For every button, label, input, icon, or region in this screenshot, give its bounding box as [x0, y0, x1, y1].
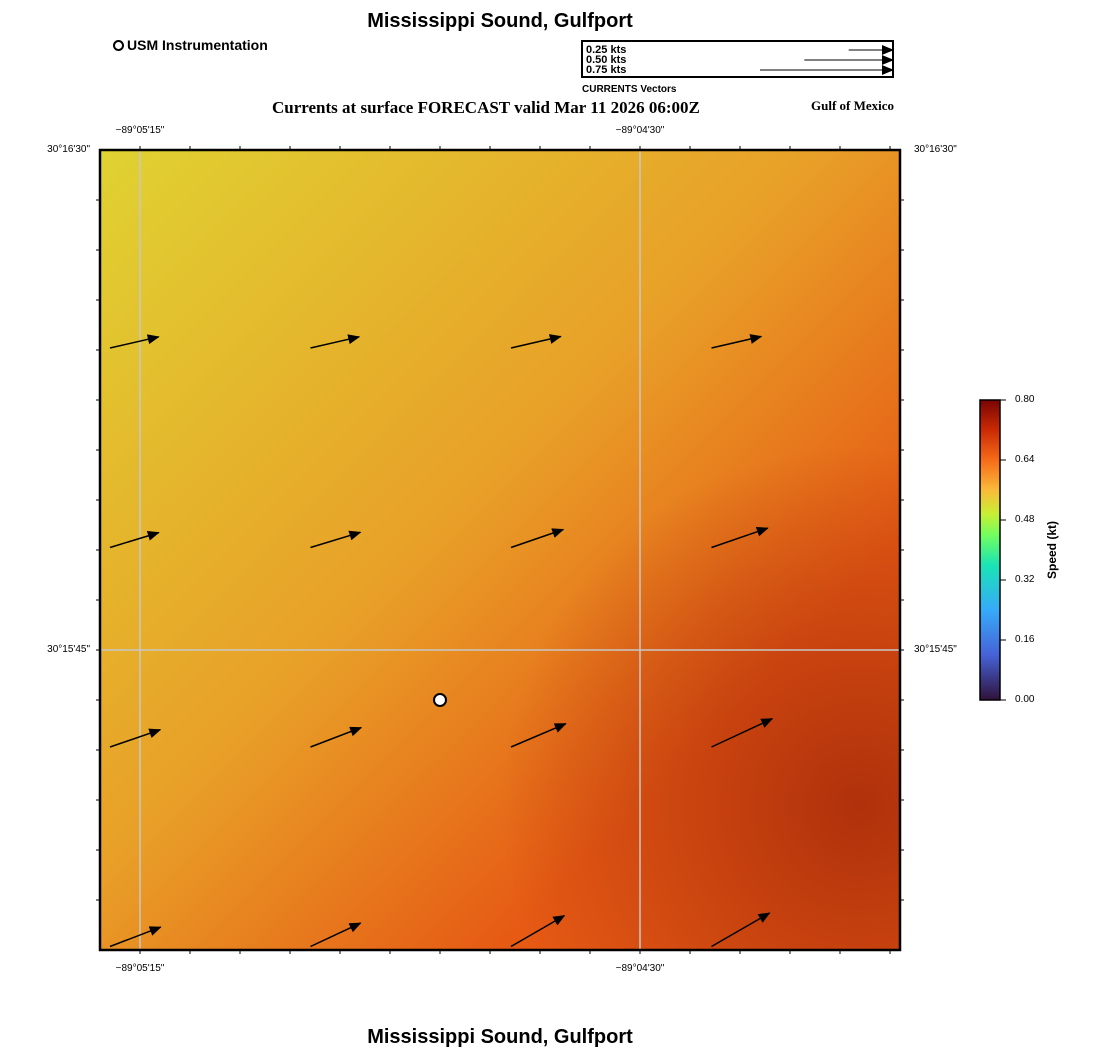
footer-title: Mississippi Sound, Gulfport — [367, 1026, 633, 1048]
lat-tick-left-2: 30°15'45" — [47, 644, 90, 655]
colorbar-tick-000: 0.00 — [1015, 694, 1035, 705]
lat-tick-left-1: 30°16'30" — [47, 144, 90, 155]
colorbar — [979, 399, 1001, 701]
current-vector-arrow — [711, 334, 763, 349]
vector-scale-label-050: 0.50 kts — [586, 54, 627, 66]
current-vector-arrow — [510, 914, 566, 948]
lon-tick-bottom-1: −89°05'15" — [115, 963, 165, 974]
current-vector-arrow — [310, 530, 362, 549]
current-vector-arrow — [510, 528, 565, 549]
colorbar-tick-032: 0.32 — [1015, 574, 1035, 585]
current-vector-arrow — [310, 726, 363, 748]
current-vector-arrow — [310, 334, 361, 349]
colorbar-tick-064: 0.64 — [1015, 454, 1035, 465]
current-vector-arrow — [711, 526, 769, 549]
lon-tick-top-1: −89°05'15" — [115, 125, 165, 136]
current-vector-arrow — [109, 531, 160, 549]
vector-scale-label-025: 0.25 kts — [586, 44, 627, 56]
forecast-subtitle: Currents at surface FORECAST valid Mar 1… — [272, 98, 700, 117]
current-vector-arrow — [711, 718, 774, 748]
speed-field-max — [100, 150, 900, 950]
vector-legend-caption: CURRENTS Vectors — [582, 84, 677, 95]
vector-scale-label-075: 0.75 kts — [586, 64, 627, 76]
current-vector-arrow — [711, 912, 771, 948]
region-label: Gulf of Mexico — [811, 98, 895, 113]
station-legend: USM Instrumentation — [113, 37, 268, 53]
colorbar-tick-080: 0.80 — [1015, 394, 1035, 405]
vector-scale-legend: 0.25 kts 0.50 kts 0.75 kts — [581, 40, 894, 78]
station-marker-icon — [113, 39, 124, 51]
usm-station-marker — [433, 693, 447, 707]
colorbar-tick-016: 0.16 — [1015, 634, 1035, 645]
current-vector-arrow — [510, 723, 567, 748]
colorbar-tick-048: 0.48 — [1015, 514, 1035, 525]
station-legend-label: USM Instrumentation — [127, 37, 268, 53]
lon-tick-bottom-2: −89°04'30" — [615, 963, 665, 974]
lat-tick-right-1: 30°16'30" — [914, 144, 957, 155]
map-title: Mississippi Sound, Gulfport — [367, 10, 633, 32]
current-vector-arrow — [109, 926, 162, 948]
lat-tick-right-2: 30°15'45" — [914, 644, 957, 655]
current-vector-arrow — [310, 922, 362, 948]
current-vector-arrow — [109, 334, 160, 349]
current-vector-arrow — [109, 728, 162, 748]
lon-tick-top-2: −89°04'30" — [615, 125, 665, 136]
current-vector-arrow — [510, 334, 562, 349]
